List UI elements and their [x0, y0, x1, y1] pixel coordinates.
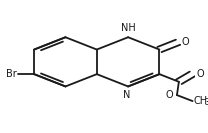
Text: O: O: [182, 37, 189, 47]
Text: Br: Br: [6, 69, 17, 79]
Text: NH: NH: [121, 23, 135, 33]
Text: N: N: [123, 90, 131, 100]
Text: O: O: [196, 69, 204, 79]
Text: 3: 3: [204, 98, 208, 107]
Text: O: O: [166, 90, 173, 100]
Text: CH: CH: [193, 96, 208, 106]
